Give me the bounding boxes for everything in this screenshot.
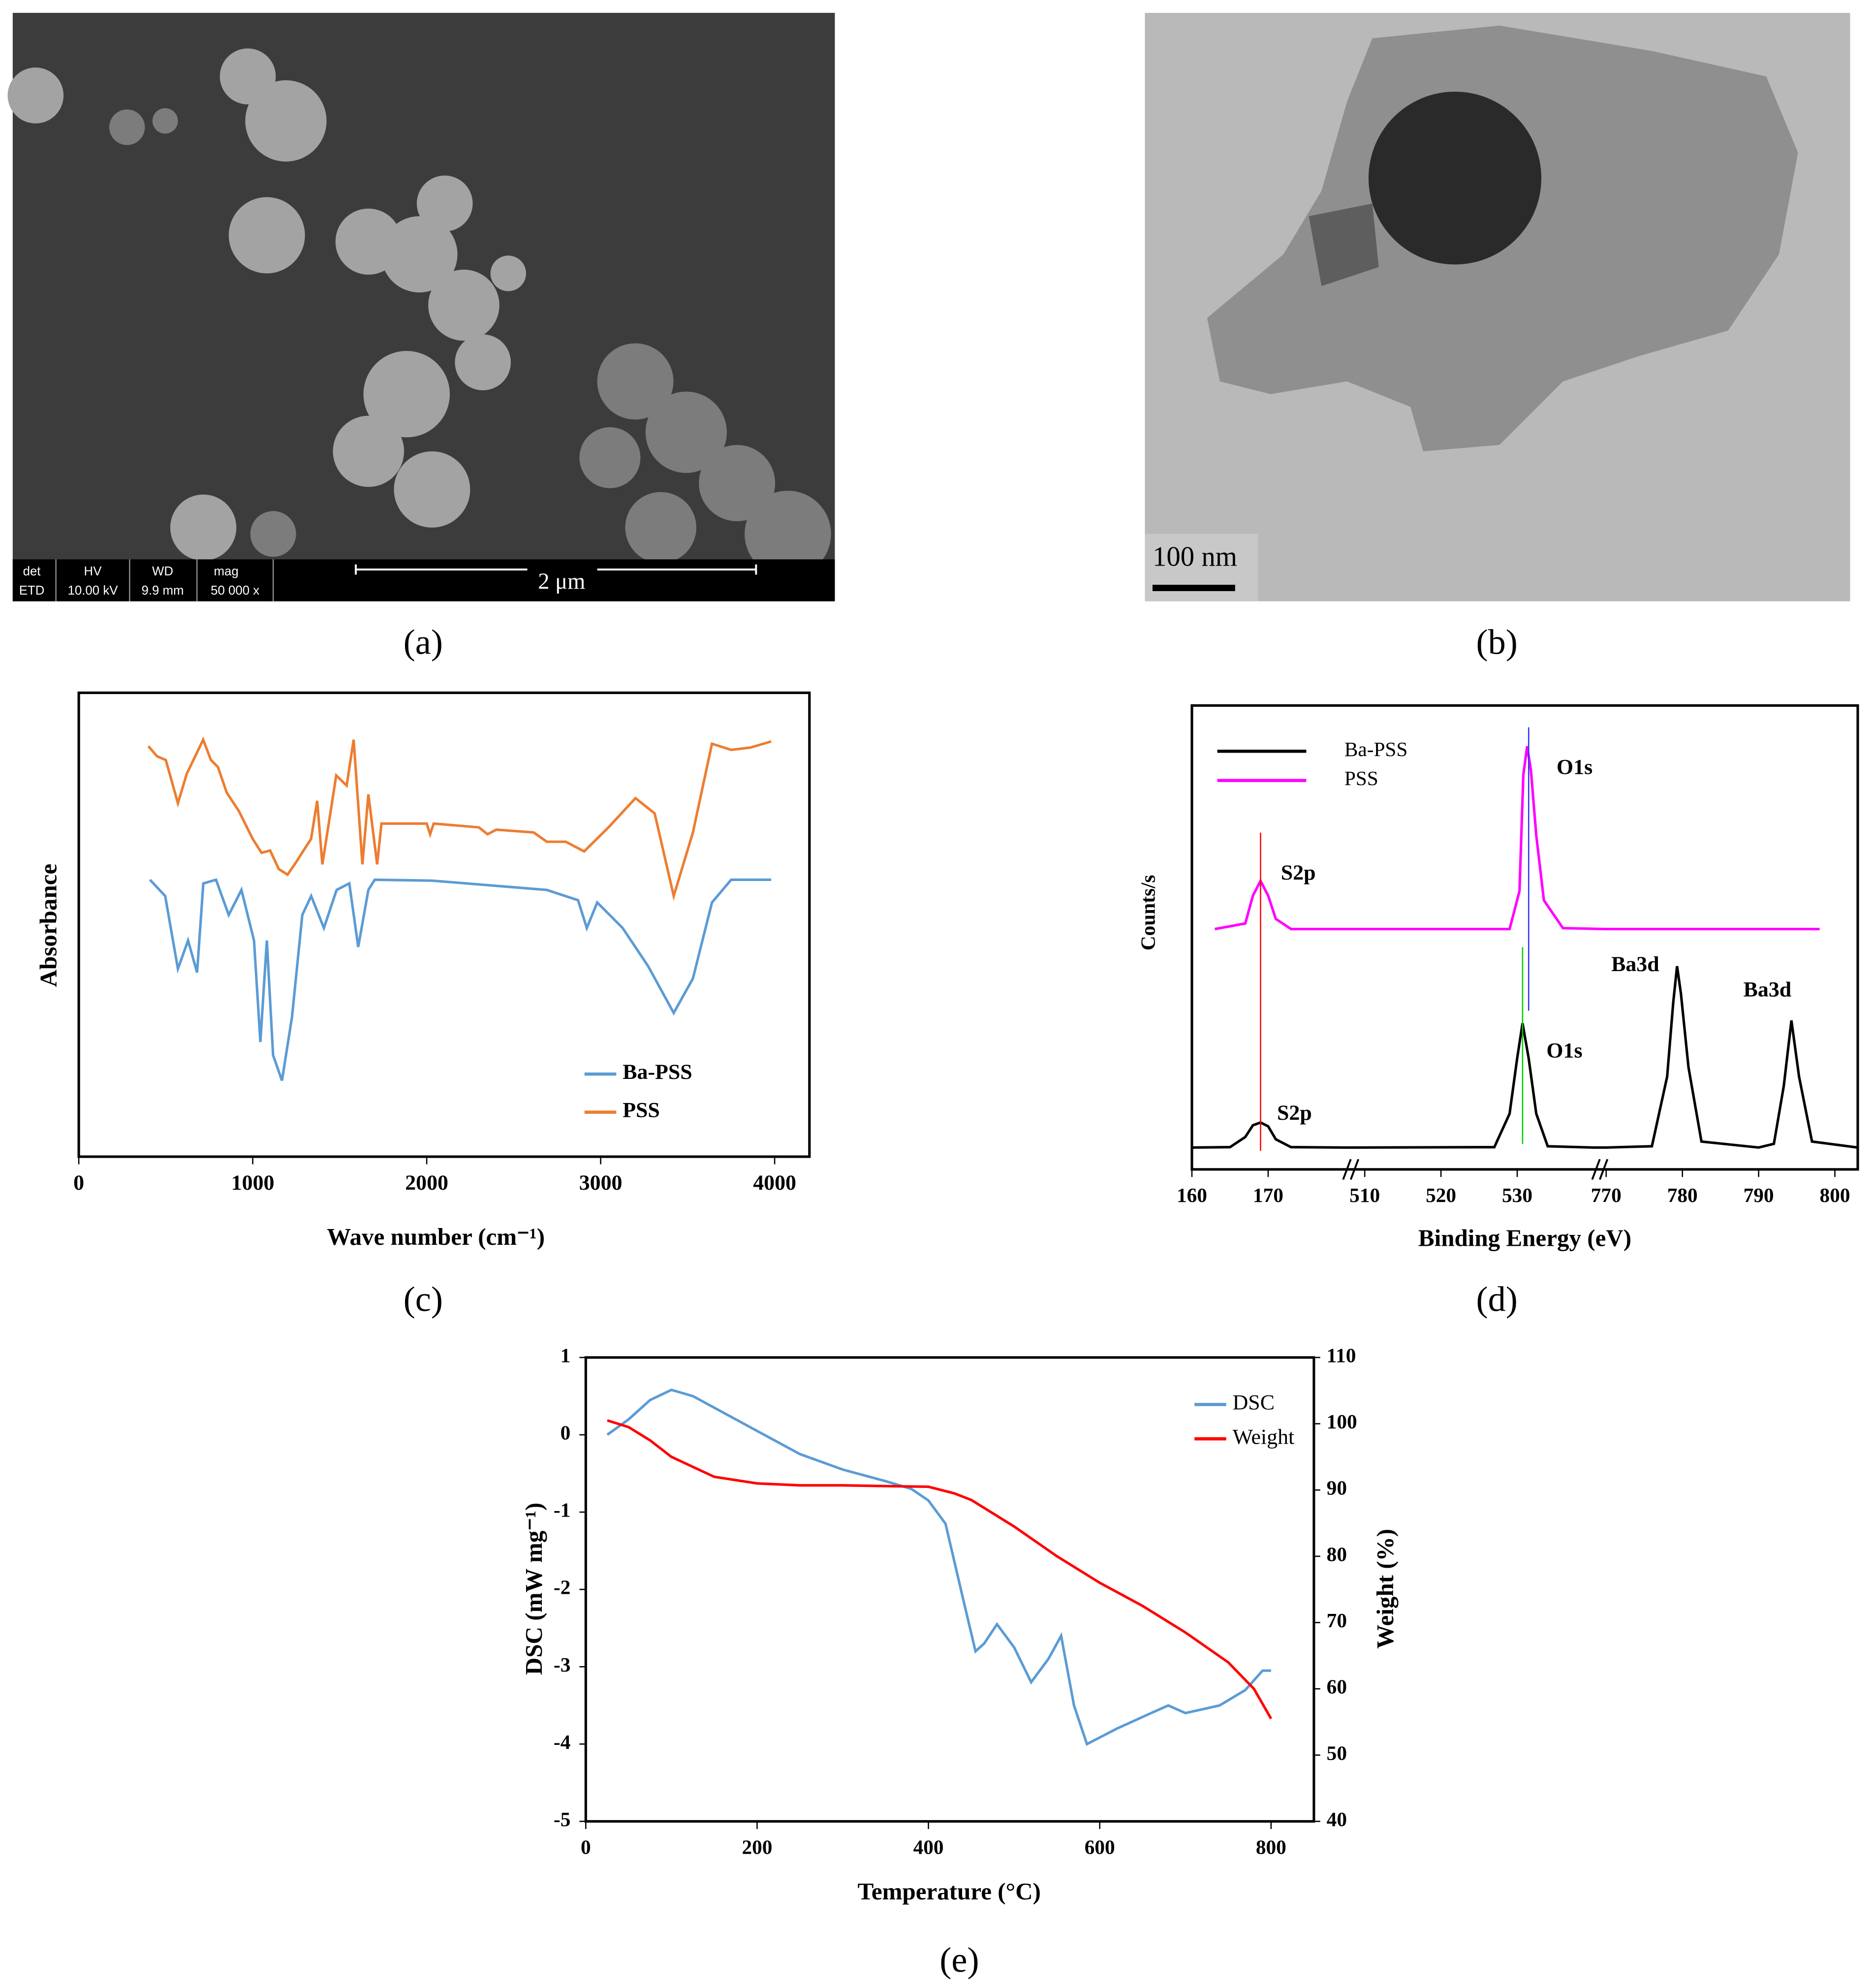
panel-label: (a) — [404, 623, 443, 662]
y-axis-title: Absorbance — [35, 864, 62, 987]
panel-label: (e) — [939, 1940, 979, 1980]
scale-bar-label: 100 nm — [1153, 541, 1237, 572]
y-tick-label: -5 — [554, 1808, 570, 1830]
x-tick-label: 780 — [1667, 1184, 1698, 1206]
x-tick-label: 790 — [1744, 1184, 1774, 1206]
series-line — [149, 878, 772, 1081]
peak-label: O1s — [1546, 1039, 1582, 1062]
x-tick-label: 0 — [73, 1171, 84, 1195]
y2-tick-label: 110 — [1327, 1344, 1356, 1366]
y-tick-label: -1 — [554, 1499, 570, 1521]
y-tick-label: -4 — [554, 1731, 570, 1753]
x-tick-label: 530 — [1502, 1184, 1532, 1206]
y2-tick-label: 80 — [1327, 1543, 1347, 1565]
y2-tick-label: 90 — [1327, 1477, 1347, 1499]
panel-label: (b) — [1476, 623, 1518, 662]
y2-tick-label: 100 — [1327, 1410, 1357, 1433]
plot-frame — [584, 1356, 1315, 1823]
y2-tick-label: 40 — [1327, 1808, 1347, 1830]
y-tick-label: 0 — [561, 1421, 571, 1444]
info-header: WD — [152, 565, 173, 578]
peak-label: S2p — [1277, 1101, 1312, 1125]
series-line — [607, 1419, 1273, 1720]
legend-label: PSS — [623, 1099, 660, 1122]
info-value: ETD — [19, 584, 45, 598]
y-axis-title: DSC (mW mg⁻¹) — [520, 1503, 547, 1675]
y2-tick-label: 50 — [1327, 1741, 1347, 1764]
peak-label: S2p — [1281, 861, 1316, 884]
info-value: 50 000 x — [211, 584, 259, 598]
x-tick-label: 2000 — [405, 1171, 448, 1195]
y-tick-label: -2 — [554, 1576, 570, 1599]
series-line — [1215, 746, 1820, 931]
x-tick-label: 1000 — [231, 1171, 275, 1195]
plot-frame — [77, 691, 811, 1158]
y-axis-title: Counts/s — [1136, 875, 1159, 950]
legend-label: Weight — [1233, 1425, 1295, 1449]
x-tick-label: 600 — [1085, 1836, 1115, 1859]
x-tick-label: 800 — [1256, 1836, 1286, 1859]
x-axis-title: Binding Energy (eV) — [1418, 1225, 1631, 1252]
info-header: det — [23, 565, 41, 578]
x-tick-label: 0 — [581, 1836, 591, 1859]
info-value: 9.9 mm — [141, 584, 184, 598]
legend-label: Ba-PSS — [623, 1060, 692, 1084]
image-text: det HV WD mag ETD 10.00 kV 9.9 mm 50 000… — [19, 541, 1518, 1980]
panel-label: (c) — [404, 1280, 443, 1319]
peak-label: Ba3d — [1744, 978, 1792, 1001]
scale-bar-label: 2 μm — [538, 569, 585, 594]
y2-tick-label: 60 — [1327, 1675, 1347, 1698]
tem-image — [1145, 13, 1850, 601]
legend-label: PSS — [1344, 767, 1378, 789]
x-tick-label: 170 — [1253, 1184, 1283, 1206]
x-tick-label: 770 — [1591, 1184, 1622, 1206]
x-tick-label: 4000 — [753, 1171, 796, 1195]
x-tick-label: 400 — [913, 1836, 944, 1859]
info-header: mag — [214, 565, 239, 578]
x-tick-label: 3000 — [579, 1171, 623, 1195]
sem-image — [7, 13, 835, 601]
peak-label: Ba3d — [1611, 952, 1659, 976]
y-tick-label: 1 — [561, 1344, 571, 1366]
x-tick-label: 520 — [1426, 1184, 1456, 1206]
x-tick-label: 800 — [1820, 1184, 1850, 1206]
x-axis-title: Wave number (cm⁻¹) — [327, 1223, 545, 1250]
x-tick-label: 200 — [742, 1836, 772, 1859]
series-line — [1191, 966, 1858, 1149]
series-line — [147, 736, 772, 901]
info-header: HV — [84, 565, 102, 578]
series-line — [606, 1388, 1271, 1746]
y-tick-label: -3 — [554, 1653, 570, 1676]
legend-label: Ba-PSS — [1344, 738, 1408, 760]
y2-tick-label: 70 — [1327, 1609, 1347, 1632]
y2-axis-title: Weight (%) — [1372, 1529, 1399, 1649]
peak-label: O1s — [1557, 756, 1592, 779]
info-value: 10.00 kV — [68, 584, 119, 598]
x-axis-title: Temperature (°C) — [858, 1878, 1041, 1905]
panel-label: (d) — [1476, 1280, 1518, 1319]
legend-label: DSC — [1233, 1391, 1275, 1415]
x-tick-label: 510 — [1349, 1184, 1380, 1206]
plot-frame — [1190, 704, 1859, 1171]
x-tick-label: 160 — [1177, 1184, 1207, 1206]
